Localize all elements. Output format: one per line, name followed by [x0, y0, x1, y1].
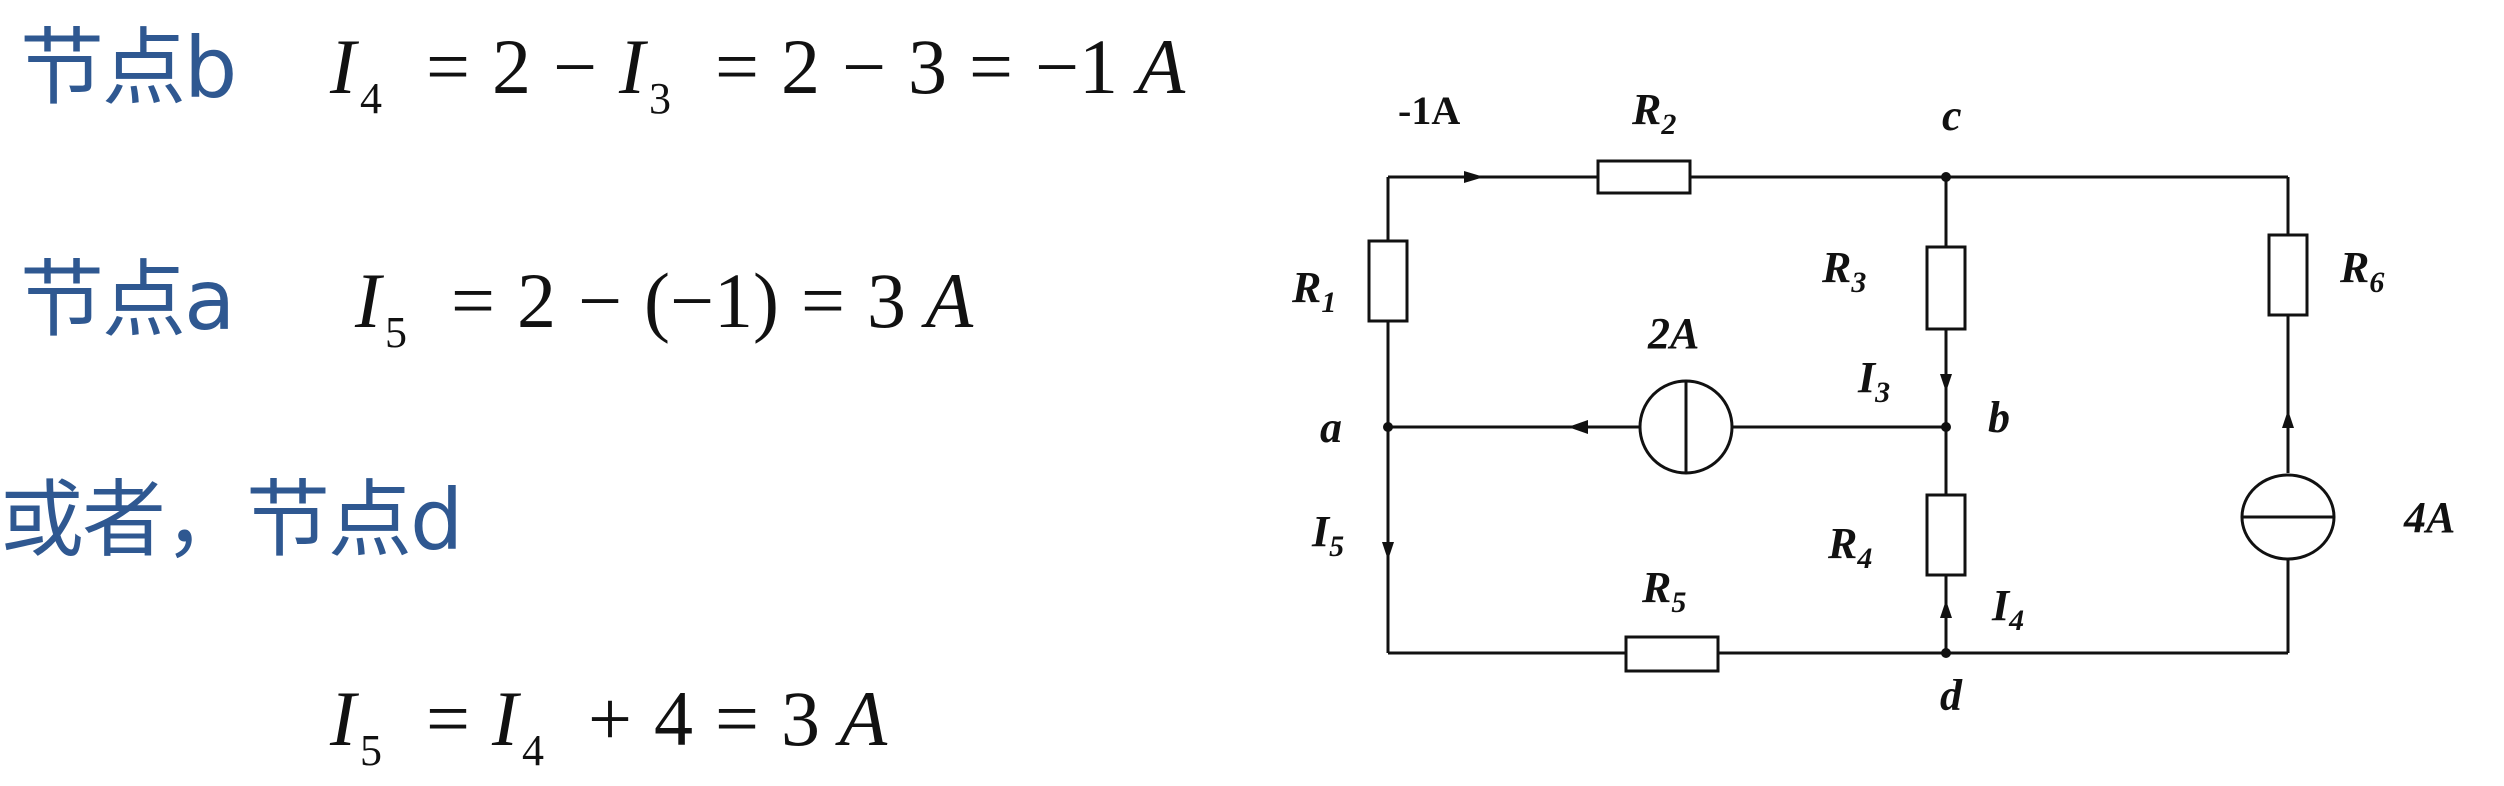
eq1-var-i: I — [330, 23, 356, 110]
label-r4: R4 — [1827, 519, 1872, 575]
label-r3: R3 — [1821, 243, 1866, 299]
node-dot-b — [1941, 422, 1951, 432]
label-top-current: -1A — [1398, 88, 1460, 133]
eq3-sub-4: 4 — [521, 726, 544, 775]
eq3-var-i: I — [330, 675, 356, 762]
eq1-term-2: 2 — [780, 23, 820, 110]
equation-node-d: I5 = I4 +4 = 3 A — [330, 680, 887, 773]
eq3-plus: + — [587, 675, 632, 762]
arrow-4a-up — [2282, 410, 2294, 428]
eq1-term: 2 — [491, 23, 531, 110]
eq1-unit: A — [1137, 23, 1186, 110]
label-node-c: c — [1942, 91, 1962, 140]
or-node-d-label: 或者，节点d — [0, 471, 463, 569]
eq2-equals: = — [450, 257, 495, 344]
label-i4: I4 — [1991, 581, 2024, 637]
resistor-r6 — [2267, 233, 2309, 317]
eq1-equals-3: = — [968, 23, 1013, 110]
node-dot-c — [1941, 172, 1951, 182]
resistor-r4 — [1925, 493, 1967, 577]
eq1-sub-3: 3 — [648, 74, 671, 123]
eq3-result: 3 — [780, 675, 820, 762]
eq2-equals-2: = — [800, 257, 845, 344]
eq1-result: −1 — [1034, 23, 1118, 110]
label-i5: I5 — [1311, 507, 1344, 563]
arrow-i3-down — [1940, 374, 1952, 392]
node-a-label: 节点a — [20, 251, 235, 349]
label-r2: R2 — [1631, 85, 1676, 141]
arrow-2a-left — [1568, 420, 1588, 434]
eq3-term: 4 — [653, 675, 693, 762]
arrow-top-current — [1464, 171, 1484, 183]
eq2-var-i: I — [355, 257, 381, 344]
eq1-term-3: 3 — [907, 23, 947, 110]
node-dot-d — [1941, 648, 1951, 658]
eq2-minus: − — [577, 257, 622, 344]
label-node-d: d — [1940, 671, 1963, 720]
label-source-4a: 4A — [2403, 493, 2455, 542]
label-node-a: a — [1320, 403, 1342, 452]
eq2-term: 2 — [516, 257, 556, 344]
eq2-sub-5: 5 — [384, 308, 407, 357]
eq3-unit: A — [839, 675, 888, 762]
eq3-equals: = — [425, 675, 470, 762]
label-r5: R5 — [1641, 563, 1686, 619]
label-r1: R1 — [1291, 263, 1336, 319]
arrow-i4-up — [1940, 600, 1952, 618]
eq1-minus: − — [552, 23, 597, 110]
label-node-b: b — [1988, 393, 2010, 442]
eq1-minus-2: − — [841, 23, 886, 110]
resistor-r2 — [1596, 159, 1692, 195]
node-dot-a — [1383, 422, 1393, 432]
resistor-r5 — [1624, 635, 1720, 673]
eq2-unit: A — [925, 257, 974, 344]
resistor-r1 — [1367, 239, 1409, 323]
eq3-var-i4: I — [491, 675, 518, 762]
arrow-i5-down — [1382, 542, 1394, 560]
label-i3: I3 — [1857, 353, 1890, 409]
label-r6: R6 — [2339, 243, 2384, 299]
label-source-2a: 2A — [1647, 309, 1699, 358]
eq3-sub-5: 5 — [359, 726, 382, 775]
eq3-equals-2: = — [714, 675, 759, 762]
eq1-var-i3: I — [618, 23, 645, 110]
node-b-label: 节点b — [20, 19, 237, 117]
equation-node-b: I4 = 2− I3 = 2−3 = −1 A — [330, 28, 1185, 121]
equation-node-a: I5 = 2− (−1) = 3 A — [355, 262, 973, 355]
eq1-equals: = — [425, 23, 470, 110]
eq2-paren: (−1) — [643, 257, 779, 344]
eq1-sub-4: 4 — [359, 74, 382, 123]
resistor-r3 — [1925, 245, 1967, 331]
eq2-result: 3 — [866, 257, 906, 344]
eq1-equals-2: = — [714, 23, 759, 110]
